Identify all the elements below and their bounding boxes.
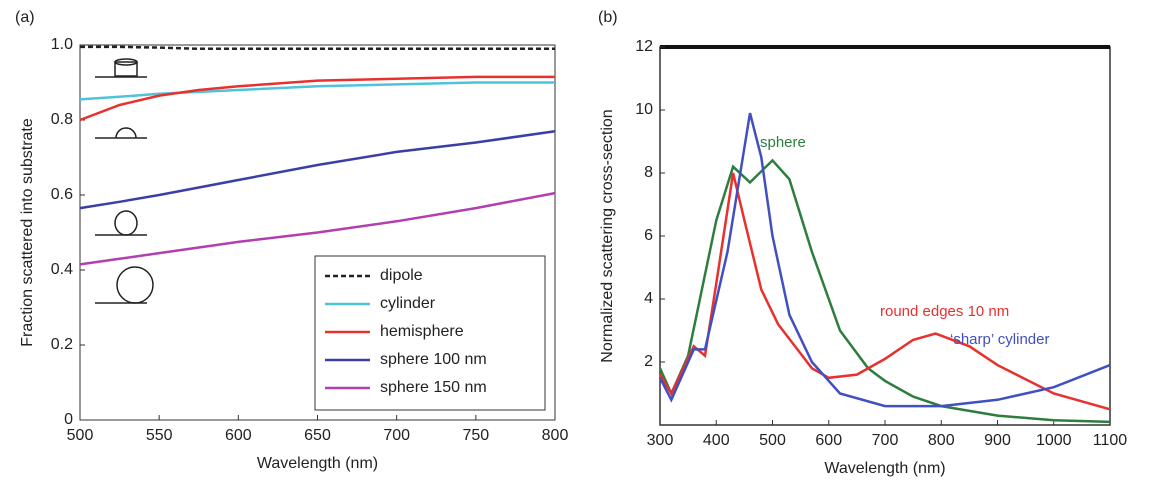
x-axis-label: Wavelength (nm) — [824, 460, 945, 477]
x-tick-label: 1100 — [1093, 432, 1128, 449]
y-tick-label: 0.2 — [51, 336, 73, 353]
series-line — [80, 45, 555, 51]
x-tick-label: 700 — [872, 432, 899, 449]
series-line — [79, 81, 555, 101]
y-tick-label: 0.8 — [51, 111, 73, 128]
x-tick-label: 500 — [759, 432, 786, 449]
series-line — [658, 112, 1111, 408]
shape-icons — [95, 58, 154, 304]
x-tick-label: 700 — [383, 427, 410, 444]
y-tick-label: 12 — [635, 38, 653, 55]
panel-label: (a) — [15, 9, 35, 26]
y-tick-label: 0 — [64, 411, 73, 428]
x-tick-label: 650 — [304, 427, 331, 444]
series-label: ‘sharp’ cylinder — [950, 331, 1050, 348]
legend-label: hemisphere — [380, 323, 464, 340]
x-tick-label: 750 — [462, 427, 489, 444]
series-line — [658, 172, 1111, 411]
x-axis-label: Wavelength (nm) — [257, 455, 378, 472]
plot-frame — [659, 46, 1111, 426]
x-tick-label: 400 — [703, 432, 730, 449]
x-tick-label: 1000 — [1036, 432, 1072, 449]
y-tick-label: 0.4 — [51, 261, 73, 278]
legend-label: dipole — [380, 267, 423, 284]
series-line — [79, 75, 555, 122]
y-tick-label: 0.6 — [51, 186, 73, 203]
y-tick-label: 6 — [644, 227, 653, 244]
y-tick-label: 10 — [635, 101, 653, 118]
legend-label: cylinder — [380, 295, 436, 312]
legend-label: sphere 100 nm — [380, 351, 487, 368]
y-tick-label: 1.0 — [51, 36, 73, 53]
series-line — [658, 158, 1111, 424]
x-tick-label: 600 — [815, 432, 842, 449]
series-line — [79, 191, 556, 266]
series-label: round edges 10 nm — [880, 303, 1009, 320]
y-axis-label: Normalized scattering cross-section — [599, 109, 616, 362]
series-label: sphere — [760, 134, 806, 151]
series-line — [79, 130, 556, 210]
y-tick-label: 2 — [644, 353, 653, 370]
x-tick-label: 600 — [225, 427, 252, 444]
y-axis-label: Fraction scattered into substrate — [19, 118, 36, 347]
x-tick-label: 300 — [647, 432, 674, 449]
y-tick-label: 4 — [644, 290, 653, 307]
y-tick-label: 8 — [644, 164, 653, 181]
legend-label: sphere 150 nm — [380, 379, 487, 396]
x-tick-label: 900 — [984, 432, 1011, 449]
x-tick-label: 800 — [928, 432, 955, 449]
x-tick-label: 500 — [67, 427, 94, 444]
x-tick-label: 550 — [146, 427, 173, 444]
x-tick-label: 800 — [542, 427, 569, 444]
panel-label: (b) — [598, 9, 618, 26]
